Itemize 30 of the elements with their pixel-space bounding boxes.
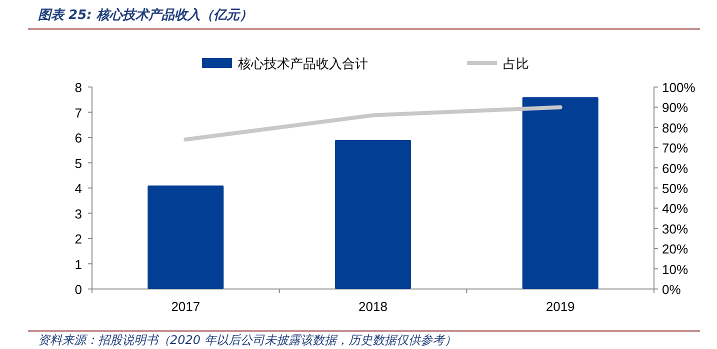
y2-tick-label: 100%: [662, 80, 696, 95]
y-tick-label: 3: [74, 206, 82, 222]
y2-tick-label: 0%: [662, 282, 682, 297]
y2-tick-label: 40%: [662, 201, 688, 216]
y-tick-label: 8: [74, 80, 82, 95]
x-tick-label: 2017: [171, 299, 200, 314]
y-tick-label: 4: [74, 181, 82, 196]
y2-tick-label: 10%: [662, 262, 688, 277]
y-tick-label: 7: [74, 105, 82, 120]
y2-tick-label: 60%: [662, 160, 688, 176]
legend-label: 占比: [503, 57, 529, 72]
y2-tick-label: 90%: [662, 100, 688, 116]
legend-label: 核心技术产品收入合计: [237, 56, 368, 72]
y-tick-label: 6: [74, 130, 82, 146]
y2-tick-label: 50%: [662, 181, 688, 196]
x-tick-label: 2019: [546, 299, 575, 314]
y-tick-label: 1: [74, 256, 82, 272]
text: 资料来源：招股说明书（2020 年以后公司未披露该数据，历史数据仅供参考）: [38, 333, 456, 347]
x-tick-label: 2018: [358, 299, 388, 314]
bar: [522, 97, 598, 289]
chart-title: 图表 25: 核心技术产品收入（亿元）: [38, 7, 252, 23]
bar: [335, 140, 411, 289]
bar: [148, 185, 224, 289]
y2-tick-label: 70%: [662, 140, 688, 156]
y2-tick-label: 20%: [662, 242, 688, 257]
y-tick-label: 2: [74, 232, 82, 246]
y2-tick-label: 80%: [662, 120, 688, 136]
y-tick-label: 5: [74, 156, 82, 171]
y2-tick-label: 30%: [662, 221, 688, 236]
y-tick-label: 0: [74, 282, 82, 297]
